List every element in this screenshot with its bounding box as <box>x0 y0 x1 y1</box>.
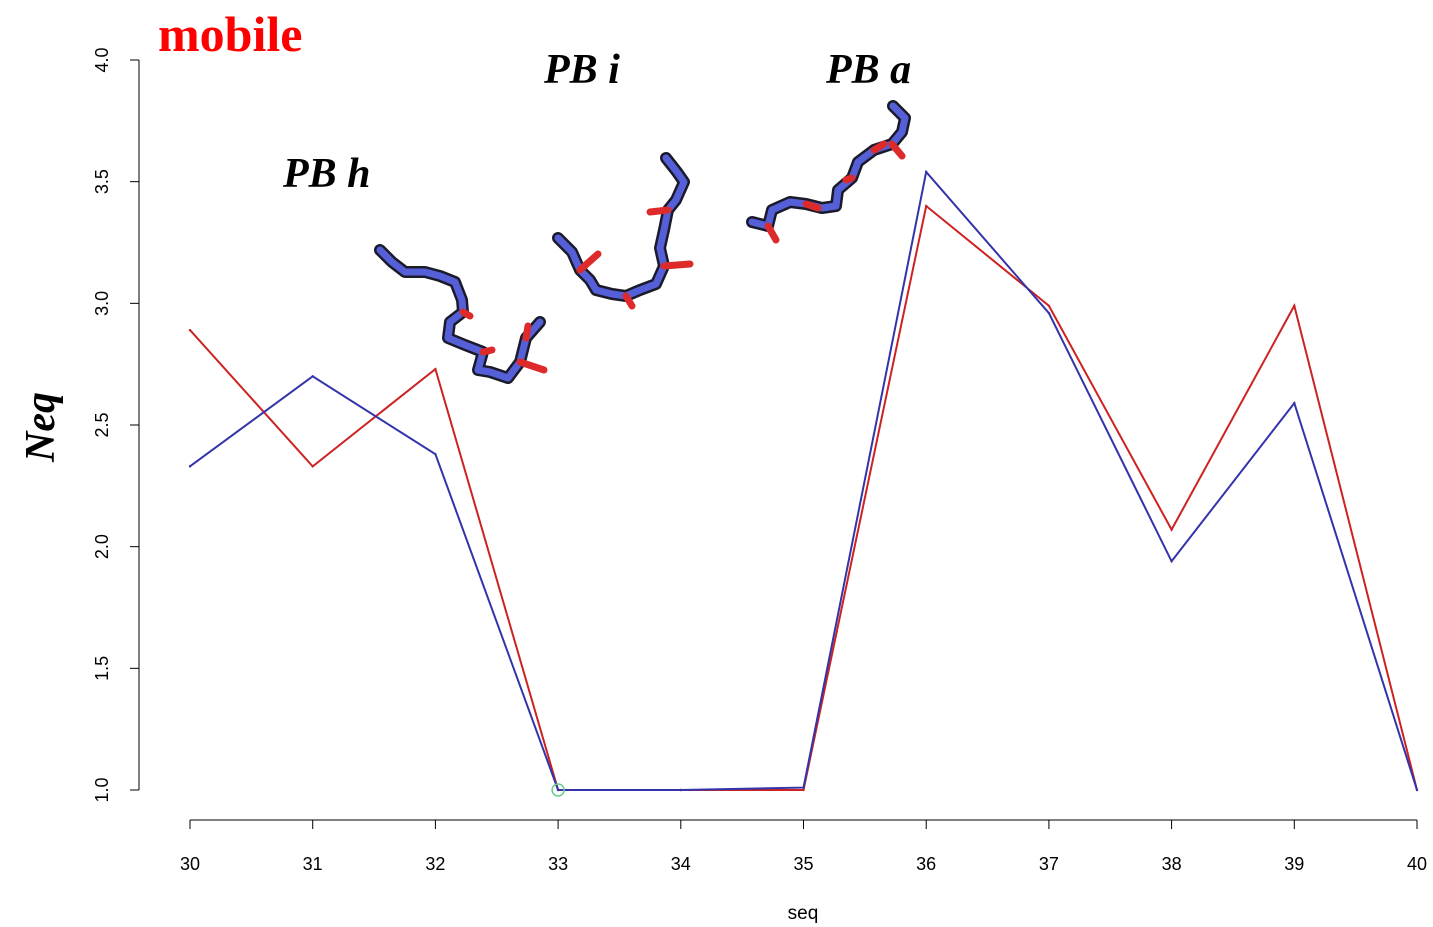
x-tick-label: 30 <box>180 854 200 874</box>
series-2-point <box>925 170 928 174</box>
series-1-point <box>925 204 928 208</box>
series-2-point <box>1047 311 1051 315</box>
series-2-point <box>188 465 192 468</box>
y-axis: 1.0 1.5 2.0 2.5 3.0 3.5 4.0 <box>92 47 140 803</box>
annotation-pb-a: PB a <box>825 47 911 93</box>
highlight-point-marker <box>551 783 565 797</box>
molecule-pb-i-image <box>552 152 694 310</box>
annotation-pb-h: PB h <box>282 151 371 197</box>
x-tick-label: 40 <box>1407 854 1427 874</box>
series-1-point <box>1293 304 1296 307</box>
x-tick-label: 37 <box>1039 854 1059 874</box>
series-2-point <box>556 788 560 792</box>
y-tick-label: 3.5 <box>92 169 112 194</box>
x-tick-label: 35 <box>793 854 813 874</box>
y-tick-label: 1.0 <box>92 777 112 802</box>
series-1-point <box>1047 304 1051 307</box>
series-1-point <box>188 328 192 332</box>
series-line-1 <box>189 204 1418 791</box>
x-ticks: 30 31 32 33 34 35 36 37 38 39 40 <box>180 820 1427 874</box>
series-2-point <box>679 788 682 792</box>
x-tick-label: 38 <box>1162 854 1182 874</box>
y-tick-label: 4.0 <box>92 47 112 72</box>
molecule-pb-a-image <box>746 100 911 244</box>
x-tick-label: 39 <box>1284 854 1304 874</box>
x-tick-label: 36 <box>916 854 936 874</box>
series-1-point <box>311 465 314 468</box>
y-tick-label: 2.0 <box>92 534 112 559</box>
x-tick-label: 33 <box>548 854 568 874</box>
x-tick-label: 32 <box>425 854 445 874</box>
y-tick-label: 3.0 <box>92 291 112 316</box>
series-1-point <box>802 788 805 792</box>
series-2-point <box>311 375 314 378</box>
series-2-point <box>1293 401 1296 405</box>
series-line-2 <box>189 169 1418 791</box>
series-1-point <box>1170 528 1173 531</box>
y-ticks: 1.0 1.5 2.0 2.5 3.0 3.5 4.0 <box>92 47 139 803</box>
series-2-point <box>1415 788 1419 792</box>
series-layer <box>188 169 1419 797</box>
series-2-point <box>1170 560 1173 563</box>
series-2-point <box>434 453 437 456</box>
annotation-pb-i: PB i <box>543 47 620 93</box>
x-axis-title: seq <box>788 903 819 924</box>
x-tick-label: 31 <box>303 854 323 874</box>
x-tick-label: 34 <box>671 854 691 874</box>
series-2-point <box>802 786 805 789</box>
x-axis: 30 31 32 33 34 35 36 37 38 39 40 <box>180 819 1427 874</box>
series-1-point <box>434 367 437 371</box>
molecule-pb-h-image <box>374 244 548 384</box>
chart-title: mobile <box>158 6 302 62</box>
y-tick-label: 2.5 <box>92 412 112 437</box>
y-axis-title: Neq <box>18 392 64 463</box>
y-tick-label: 1.5 <box>92 656 112 681</box>
